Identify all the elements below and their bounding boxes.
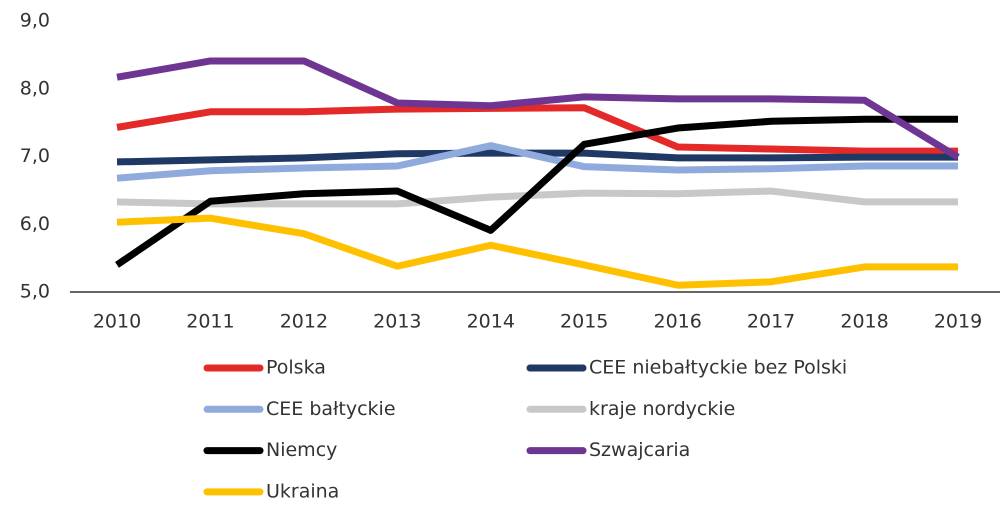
x-tick-label: 2016 [653, 311, 701, 333]
legend-label: Szwajcaria [589, 439, 690, 461]
y-tick-label: 6,0 [20, 213, 50, 235]
x-tick-label: 2011 [186, 311, 234, 333]
x-tick-label: 2014 [467, 311, 515, 333]
x-tick-label: 2015 [560, 311, 608, 333]
series-line [116, 142, 958, 182]
x-tick-label: 2013 [373, 311, 421, 333]
legend-label: kraje nordyckie [589, 398, 735, 420]
x-tick-label: 2010 [93, 311, 141, 333]
series-line [115, 115, 958, 268]
x-tick-label: 2018 [840, 311, 888, 333]
y-tick-label: 9,0 [20, 10, 50, 32]
series-line [116, 57, 960, 161]
series-line [116, 214, 958, 289]
legend-label: Polska [266, 357, 326, 379]
x-tick-label: 2012 [280, 311, 328, 333]
y-tick-label: 5,0 [20, 281, 50, 303]
legend-label: Ukraina [266, 480, 339, 502]
x-tick-label: 2017 [747, 311, 795, 333]
y-tick-label: 7,0 [20, 145, 50, 167]
legend-label: CEE niebałtyckie bez Polski [589, 357, 847, 379]
legend-label: Niemcy [266, 439, 337, 461]
legend-label: CEE bałtyckie [266, 398, 396, 420]
y-tick-label: 8,0 [20, 77, 50, 99]
series-line [116, 104, 958, 155]
x-tick-label: 2019 [934, 311, 982, 333]
series-line [116, 187, 958, 208]
